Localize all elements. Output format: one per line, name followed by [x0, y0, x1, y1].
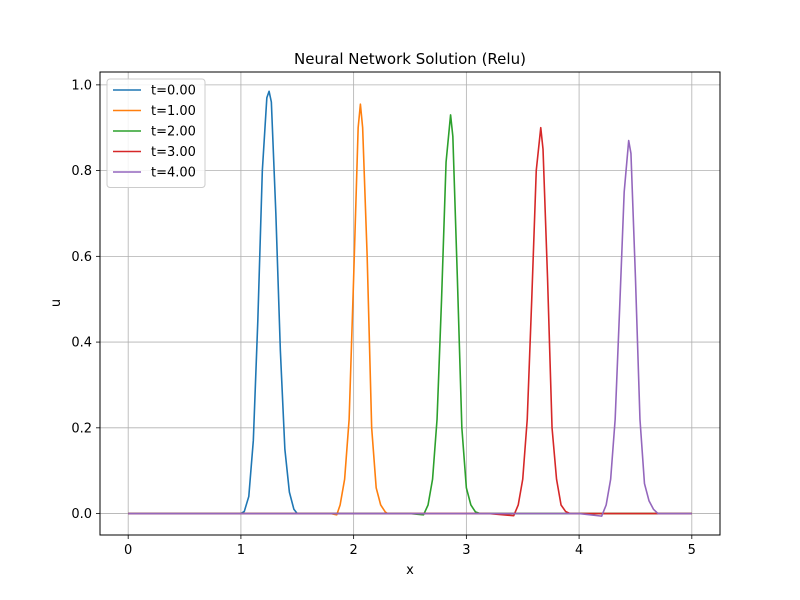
x-axis-label: x	[406, 563, 414, 578]
y-tick-label: 0.2	[71, 421, 92, 436]
series-line-1	[128, 90, 692, 515]
y-tick-label: 0.6	[71, 250, 92, 265]
series-line-4	[128, 126, 692, 517]
series-line-5	[128, 139, 692, 517]
chart-title: Neural Network Solution (Relu)	[294, 50, 526, 68]
axis-ticks: 0 1 2 3 4 5 0.0 0.2 0.4 0.6 0.8 1.0	[71, 78, 696, 558]
y-axis-label: u	[49, 299, 64, 307]
y-tick-label: 0.8	[71, 164, 92, 179]
series-lines	[128, 90, 692, 517]
x-tick-label: 0	[124, 543, 132, 558]
y-tick-label: 0.0	[71, 507, 92, 522]
x-tick-label: 4	[575, 543, 583, 558]
y-tick-label: 1.0	[71, 78, 92, 93]
legend-box	[106, 78, 206, 188]
legend: t=0.00 t=1.00 t=2.00 t=3.00 t=4.00	[106, 78, 206, 188]
legend-entry-label: t=2.00	[151, 125, 196, 140]
legend-entry-label: t=4.00	[151, 166, 196, 181]
legend-entry-label: t=3.00	[151, 145, 196, 160]
x-tick-label: 5	[688, 543, 696, 558]
plot-frame	[99, 71, 721, 536]
grid	[100, 72, 720, 535]
legend-entry-label: t=0.00	[151, 84, 196, 99]
series-line-2	[128, 103, 692, 516]
x-tick-label: 3	[462, 543, 470, 558]
x-tick-label: 2	[349, 543, 357, 558]
y-tick-label: 0.4	[71, 336, 92, 351]
series-line-3	[128, 114, 692, 516]
x-tick-label: 1	[237, 543, 245, 558]
legend-entry-label: t=1.00	[151, 104, 196, 119]
